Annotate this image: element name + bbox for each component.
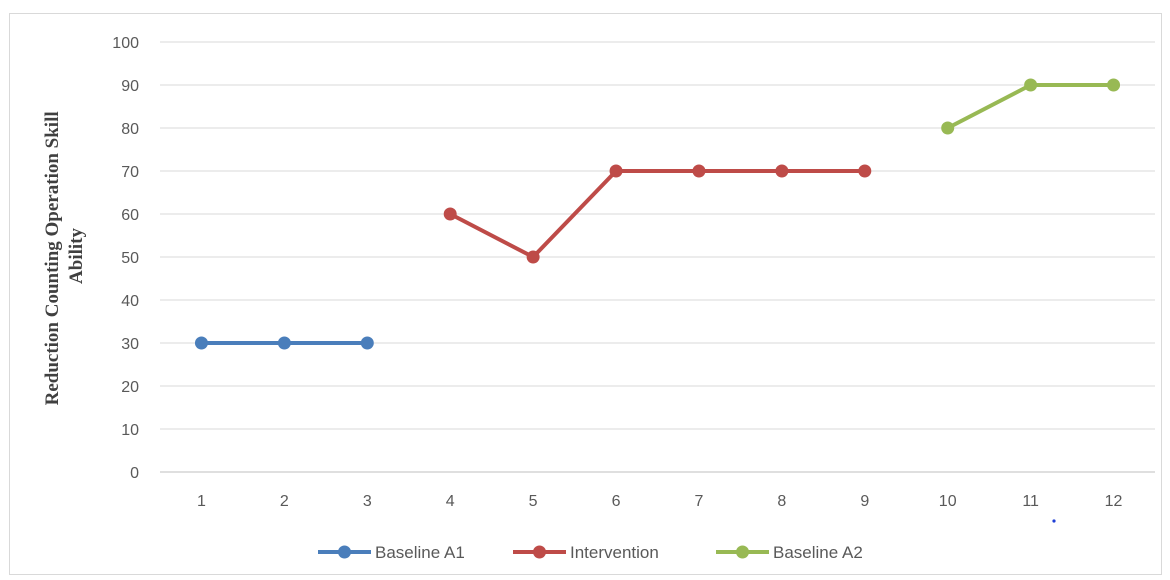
data-point bbox=[941, 121, 955, 135]
legend-item: Intervention bbox=[513, 543, 659, 562]
data-point bbox=[526, 250, 540, 264]
legend: Baseline A1 Intervention Baseline A2 bbox=[318, 543, 863, 562]
y-tick-label: 20 bbox=[121, 379, 139, 396]
data-point bbox=[443, 207, 457, 221]
legend-swatch-marker bbox=[736, 545, 749, 559]
y-tick-label: 40 bbox=[121, 293, 139, 310]
y-axis-label: Reduction Counting Operation Skill Abili… bbox=[42, 107, 87, 406]
x-tick-label: 11 bbox=[1022, 493, 1039, 510]
y-axis-ticks: 0 10 20 30 40 50 60 70 80 90 100 bbox=[112, 35, 139, 482]
x-tick-label: 3 bbox=[363, 493, 372, 510]
data-point bbox=[277, 336, 291, 350]
legend-swatch-marker bbox=[338, 545, 351, 559]
data-point bbox=[775, 164, 789, 178]
x-tick-label: 5 bbox=[529, 493, 538, 510]
y-tick-label: 10 bbox=[121, 422, 139, 439]
y-tick-label: 80 bbox=[121, 121, 139, 138]
series-line bbox=[448, 169, 867, 259]
legend-item: Baseline A2 bbox=[716, 543, 863, 562]
x-tick-label: 7 bbox=[695, 493, 704, 510]
y-axis-label-line-1: Reduction Counting Operation Skill bbox=[42, 111, 63, 405]
chart-frame bbox=[9, 13, 1162, 575]
data-point bbox=[360, 336, 374, 350]
legend-swatch-marker bbox=[533, 545, 546, 559]
x-tick-label: 10 bbox=[939, 493, 957, 510]
data-point bbox=[609, 164, 623, 178]
data-point bbox=[858, 164, 872, 178]
legend-label: Baseline A1 bbox=[375, 543, 465, 562]
legend-label: Baseline A2 bbox=[773, 543, 863, 562]
x-axis-ticks: 1 2 3 4 5 6 7 8 9 10 11 12 bbox=[197, 493, 1123, 510]
x-tick-label: 8 bbox=[777, 493, 786, 510]
legend-label: Intervention bbox=[570, 543, 659, 562]
x-tick-label: 9 bbox=[860, 493, 869, 510]
y-tick-label: 70 bbox=[121, 164, 139, 181]
gridlines bbox=[160, 41, 1155, 473]
y-tick-label: 60 bbox=[121, 207, 139, 224]
x-tick-label: 1 bbox=[197, 493, 206, 510]
stray-dot bbox=[1052, 519, 1056, 523]
data-point bbox=[1024, 78, 1038, 92]
series-group bbox=[194, 78, 1121, 350]
x-tick-label: 12 bbox=[1105, 493, 1123, 510]
y-tick-label: 100 bbox=[112, 35, 139, 52]
data-point bbox=[1107, 78, 1121, 92]
legend-item: Baseline A1 bbox=[318, 543, 465, 562]
y-tick-label: 30 bbox=[121, 336, 139, 353]
x-tick-label: 6 bbox=[612, 493, 621, 510]
y-tick-label: 90 bbox=[121, 78, 139, 95]
x-tick-label: 4 bbox=[446, 493, 455, 510]
data-point bbox=[194, 336, 208, 350]
y-tick-label: 0 bbox=[130, 465, 139, 482]
data-point bbox=[692, 164, 706, 178]
y-axis-label-line-2: Ability bbox=[66, 228, 87, 284]
x-tick-label: 2 bbox=[280, 493, 289, 510]
y-tick-label: 50 bbox=[121, 250, 139, 267]
